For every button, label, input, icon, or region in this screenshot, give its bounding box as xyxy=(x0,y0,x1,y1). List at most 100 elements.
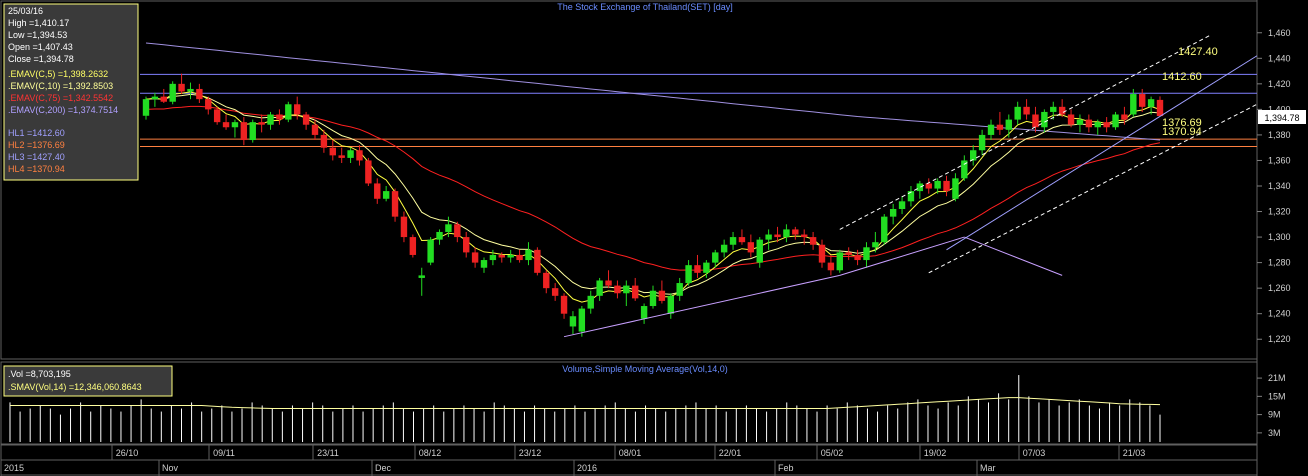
candle-body xyxy=(276,114,283,120)
candle-body xyxy=(534,249,541,273)
candle-body xyxy=(409,237,417,255)
candle-body xyxy=(836,252,843,271)
volume-sma-line xyxy=(10,397,1161,409)
candle-body xyxy=(578,308,586,332)
candle-body xyxy=(738,237,746,243)
candle-body xyxy=(640,306,648,319)
candle-body xyxy=(498,254,505,258)
candle-body xyxy=(881,216,888,243)
candle-body xyxy=(987,124,995,135)
x-tick-label: 09/11 xyxy=(213,448,235,458)
candle-body xyxy=(347,150,354,158)
candle-body xyxy=(712,252,719,263)
candle-body xyxy=(916,183,924,192)
candle-body xyxy=(205,99,212,110)
x-tick-label: 07/03 xyxy=(1023,448,1046,458)
candle-body xyxy=(623,285,630,294)
x-tick-label: 23/12 xyxy=(519,448,542,458)
candle-body xyxy=(863,247,870,261)
candle-body xyxy=(1139,94,1146,107)
x-tick-label: 08/12 xyxy=(419,448,442,458)
candle-body xyxy=(382,191,390,199)
candle-body xyxy=(356,150,363,161)
candle-body xyxy=(463,237,470,253)
candle-body xyxy=(747,242,755,253)
candle-body xyxy=(1014,106,1021,120)
candle-body xyxy=(934,180,941,189)
candle-body xyxy=(151,96,159,100)
x-period-label: Nov xyxy=(162,463,179,473)
axes-layer: 1,460 1,440 1,420 1,400 1,380 1,360 1,340 1,320… xyxy=(0,28,1291,476)
trendline xyxy=(964,236,1063,276)
candle-body xyxy=(596,280,603,296)
hline-label-hl1: 1412.60 xyxy=(1162,71,1202,83)
candle-body xyxy=(765,234,772,240)
candle-body xyxy=(196,88,203,100)
candle-body xyxy=(329,147,336,156)
candle-body xyxy=(267,114,274,125)
y-tick-label: 1,300 xyxy=(1268,232,1291,242)
candle-body xyxy=(231,122,239,128)
channel-lower xyxy=(928,103,1258,274)
candle-body xyxy=(240,122,248,141)
channel-mid xyxy=(946,55,1258,251)
trendline xyxy=(839,236,965,276)
candle-body xyxy=(649,290,657,307)
candle-body xyxy=(827,262,835,271)
info-hl4: HL4 =1370.94 xyxy=(8,164,65,174)
current-price-tag: 1,394.78 xyxy=(1258,110,1306,124)
candle-body xyxy=(569,316,577,327)
candle-body xyxy=(311,124,319,135)
y-tick-label: 1,280 xyxy=(1268,258,1291,268)
candle-body xyxy=(213,109,221,123)
candle-body xyxy=(525,249,532,261)
y-tick-label: 1,360 xyxy=(1268,155,1291,165)
y-tick-label: 1,340 xyxy=(1268,181,1291,191)
candle-body xyxy=(543,272,550,289)
candle-body xyxy=(792,229,799,235)
x-tick-label: 08/01 xyxy=(619,448,642,458)
x-tick-label: 26/10 xyxy=(116,448,139,458)
candle-body xyxy=(551,288,559,296)
x-tick-label: 23/11 xyxy=(317,448,339,458)
volume-panel-frame xyxy=(0,361,1258,445)
price-panel-frame xyxy=(0,0,1258,360)
y-tick-label: 1,380 xyxy=(1268,130,1291,140)
candle-body xyxy=(898,201,906,209)
candle-body xyxy=(169,83,176,102)
candle-body xyxy=(365,160,372,184)
y-tick-label: 1,400 xyxy=(1268,104,1291,114)
info-hl3: HL3 =1427.40 xyxy=(8,152,65,162)
hline-label-hl2: 1376.69 xyxy=(1162,117,1202,129)
info-low: Low =1,394.53 xyxy=(8,30,67,40)
candle-body xyxy=(1041,111,1048,128)
candle-body xyxy=(445,224,452,232)
info-open: Open =1,407.43 xyxy=(8,42,73,52)
candle-body xyxy=(614,285,621,294)
candle-body xyxy=(632,285,639,299)
candle-body xyxy=(720,244,728,253)
x-period-label: Mar xyxy=(980,463,996,473)
candle-body xyxy=(685,265,692,284)
candle-body xyxy=(258,122,265,125)
candle-body xyxy=(418,275,425,278)
candle-body xyxy=(952,178,959,199)
info-emav200: .EMAV(C,200) =1,374.7514 xyxy=(8,105,118,115)
candle-body xyxy=(818,244,826,263)
candle-body xyxy=(783,229,790,238)
candle-body xyxy=(1023,106,1030,115)
candle-body xyxy=(658,290,666,301)
candle-body xyxy=(222,122,230,128)
candle-body xyxy=(587,295,594,309)
y-tick-label: 1,420 xyxy=(1268,79,1291,89)
candle-body xyxy=(1085,119,1093,128)
candle-body xyxy=(160,96,167,102)
volume-layer xyxy=(9,375,1161,442)
vol-tick-label: 3M xyxy=(1268,428,1281,438)
candle-body xyxy=(774,234,781,238)
candle-body xyxy=(1032,114,1039,128)
y-tick-label: 1,260 xyxy=(1268,283,1291,293)
candle-body xyxy=(285,104,292,120)
candle-body xyxy=(1050,106,1057,112)
